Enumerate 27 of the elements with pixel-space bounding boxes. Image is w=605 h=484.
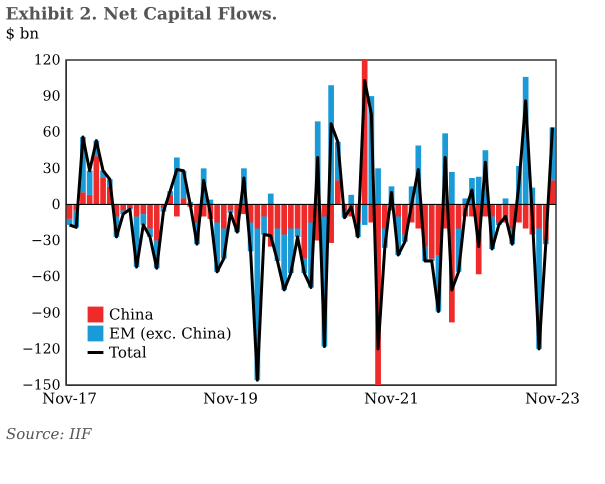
bar bbox=[268, 194, 274, 204]
y-tick-label: −90 bbox=[30, 305, 60, 322]
y-tick-label: −60 bbox=[30, 269, 60, 286]
bar bbox=[174, 204, 180, 216]
x-tick-label: Nov-21 bbox=[364, 390, 419, 408]
bar bbox=[502, 198, 508, 204]
y-tick-label: 0 bbox=[52, 196, 60, 213]
y-tick-label: 120 bbox=[34, 52, 60, 68]
source-note: Source: IIF bbox=[6, 425, 92, 443]
legend-label: Total bbox=[109, 344, 147, 362]
y-tick-label: −120 bbox=[22, 341, 60, 358]
legend-label: EM (exc. China) bbox=[109, 324, 232, 342]
y-tick-label: 90 bbox=[42, 88, 60, 105]
bar bbox=[348, 194, 354, 204]
line-series bbox=[68, 78, 554, 382]
bar bbox=[180, 198, 186, 204]
x-tick-label: Nov-19 bbox=[203, 390, 258, 408]
chart-title: Exhibit 2. Net Capital Flows. bbox=[6, 4, 278, 24]
y-axis-title: $ bn bbox=[6, 24, 40, 42]
legend-label: China bbox=[109, 306, 154, 324]
y-tick-label: 30 bbox=[42, 160, 60, 177]
y-tick-label: −30 bbox=[30, 233, 60, 250]
y-tick-label: 60 bbox=[42, 124, 60, 141]
x-tick-label: Nov-23 bbox=[525, 390, 580, 408]
bar bbox=[66, 204, 72, 219]
bar bbox=[375, 168, 381, 204]
bar bbox=[334, 180, 341, 204]
